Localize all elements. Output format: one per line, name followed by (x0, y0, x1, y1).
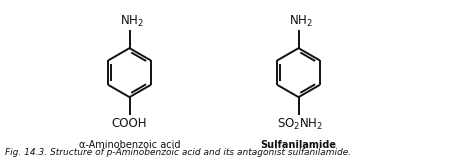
Text: Fig. 14.3. Structure of p-Aminobenzoic acid and its antagonist sulfanilamide.: Fig. 14.3. Structure of p-Aminobenzoic a… (5, 148, 350, 157)
Text: NH$_2$: NH$_2$ (288, 14, 312, 29)
Text: Sulfanilamide: Sulfanilamide (260, 140, 336, 150)
Text: SO$_2$NH$_2$: SO$_2$NH$_2$ (277, 117, 323, 132)
Text: α-Aminobenzoic acid: α-Aminobenzoic acid (79, 140, 180, 150)
Text: COOH: COOH (111, 117, 147, 130)
Text: NH$_2$: NH$_2$ (119, 14, 143, 29)
